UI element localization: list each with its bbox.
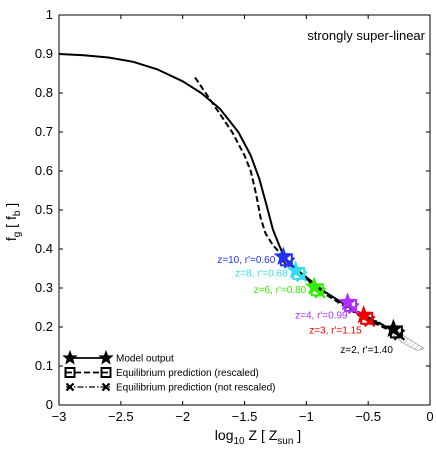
y-tick-label: 0 [46, 397, 53, 412]
marker-star-2 [338, 292, 358, 311]
legend: Model output Equilibrium prediction (resc… [62, 349, 276, 394]
y-tick-label: 0.8 [35, 85, 53, 100]
legend-label-0: Model output [116, 354, 174, 365]
series-line-2 [194, 76, 394, 334]
y-tick-label: 0.6 [35, 163, 53, 178]
legend-square-left [64, 367, 76, 378]
marker-star-0 [383, 318, 403, 338]
legend-cross-right [101, 382, 111, 392]
y-tick-label: 0.1 [35, 358, 53, 373]
redshift-label-4: z=8, r'=0.68 [235, 268, 288, 279]
legend-star-right [98, 349, 114, 365]
chart-title: strongly super-linear [307, 28, 425, 43]
redshift-points-layer: z=2, r'=1.40 z=3, r'=1.15 z=4, r'=0.99 z=6,… [217, 246, 406, 356]
y-axis-label-mid: [ f [3, 216, 19, 232]
x-tick-label: −1 [299, 409, 314, 424]
x-tick-label: −3 [52, 409, 67, 424]
x-tick-label: −2 [175, 409, 190, 424]
x-axis-label-mid: Z [ Z [245, 427, 278, 443]
marker-star-3 [304, 276, 324, 296]
legend-label-1: Equilibrium prediction (rescaled) [116, 368, 259, 379]
redshift-label-3: z=6, r'=0.80 [254, 285, 307, 296]
y-tick-label: 1 [46, 7, 53, 22]
y-axis-label-sub: g [12, 232, 23, 238]
x-tick-label: −0.5 [355, 409, 381, 424]
ticks-layer: −3 −2.5 −2 −1.5 −1 −0.5 0 0 0.1 0.2 0.3 0.4 0.5 0.6 0.… [35, 7, 434, 424]
y-tick-label: 0.9 [35, 46, 53, 61]
redshift-label-2: z=4, r'=0.99 [295, 310, 348, 321]
legend-label-2: Equilibrium prediction (not rescaled) [116, 383, 276, 394]
redshift-label-5: z=10, r'=0.60 [217, 255, 276, 266]
x-axis-label-prefix: log [215, 427, 234, 443]
x-axis-label: log10 Z [ Zsun ] [215, 427, 301, 447]
y-axis-label: fg [ fb ] [3, 203, 23, 241]
legend-square-right [100, 367, 112, 378]
y-tick-label: 0.2 [35, 319, 53, 334]
x-tick-label: −1.5 [232, 409, 258, 424]
y-axis-label-sub2: b [12, 210, 23, 216]
plot-area [58, 14, 431, 406]
legend-star-left [62, 349, 78, 365]
marker-star-4 [286, 260, 306, 279]
marker-star-5 [273, 246, 293, 265]
y-axis-label-prefix: f [3, 237, 19, 241]
y-tick-label: 0.4 [35, 241, 53, 256]
y-axis-label-suffix: ] [3, 203, 19, 211]
y-tick-label: 0.3 [35, 280, 53, 295]
x-axis-label-sub2: sun [277, 436, 293, 447]
y-tick-label: 0.5 [35, 202, 53, 217]
x-axis-label-suffix: ] [293, 427, 301, 443]
x-axis-label-sub: 10 [233, 436, 245, 447]
redshift-label-0: z=2, r'=1.40 [340, 345, 393, 356]
x-tick-label: 0 [426, 409, 433, 424]
legend-cross-left [65, 382, 75, 392]
y-tick-label: 0.7 [35, 124, 53, 139]
x-tick-label: −2.5 [108, 409, 134, 424]
redshift-label-1: z=3, r'=1.15 [309, 325, 362, 336]
